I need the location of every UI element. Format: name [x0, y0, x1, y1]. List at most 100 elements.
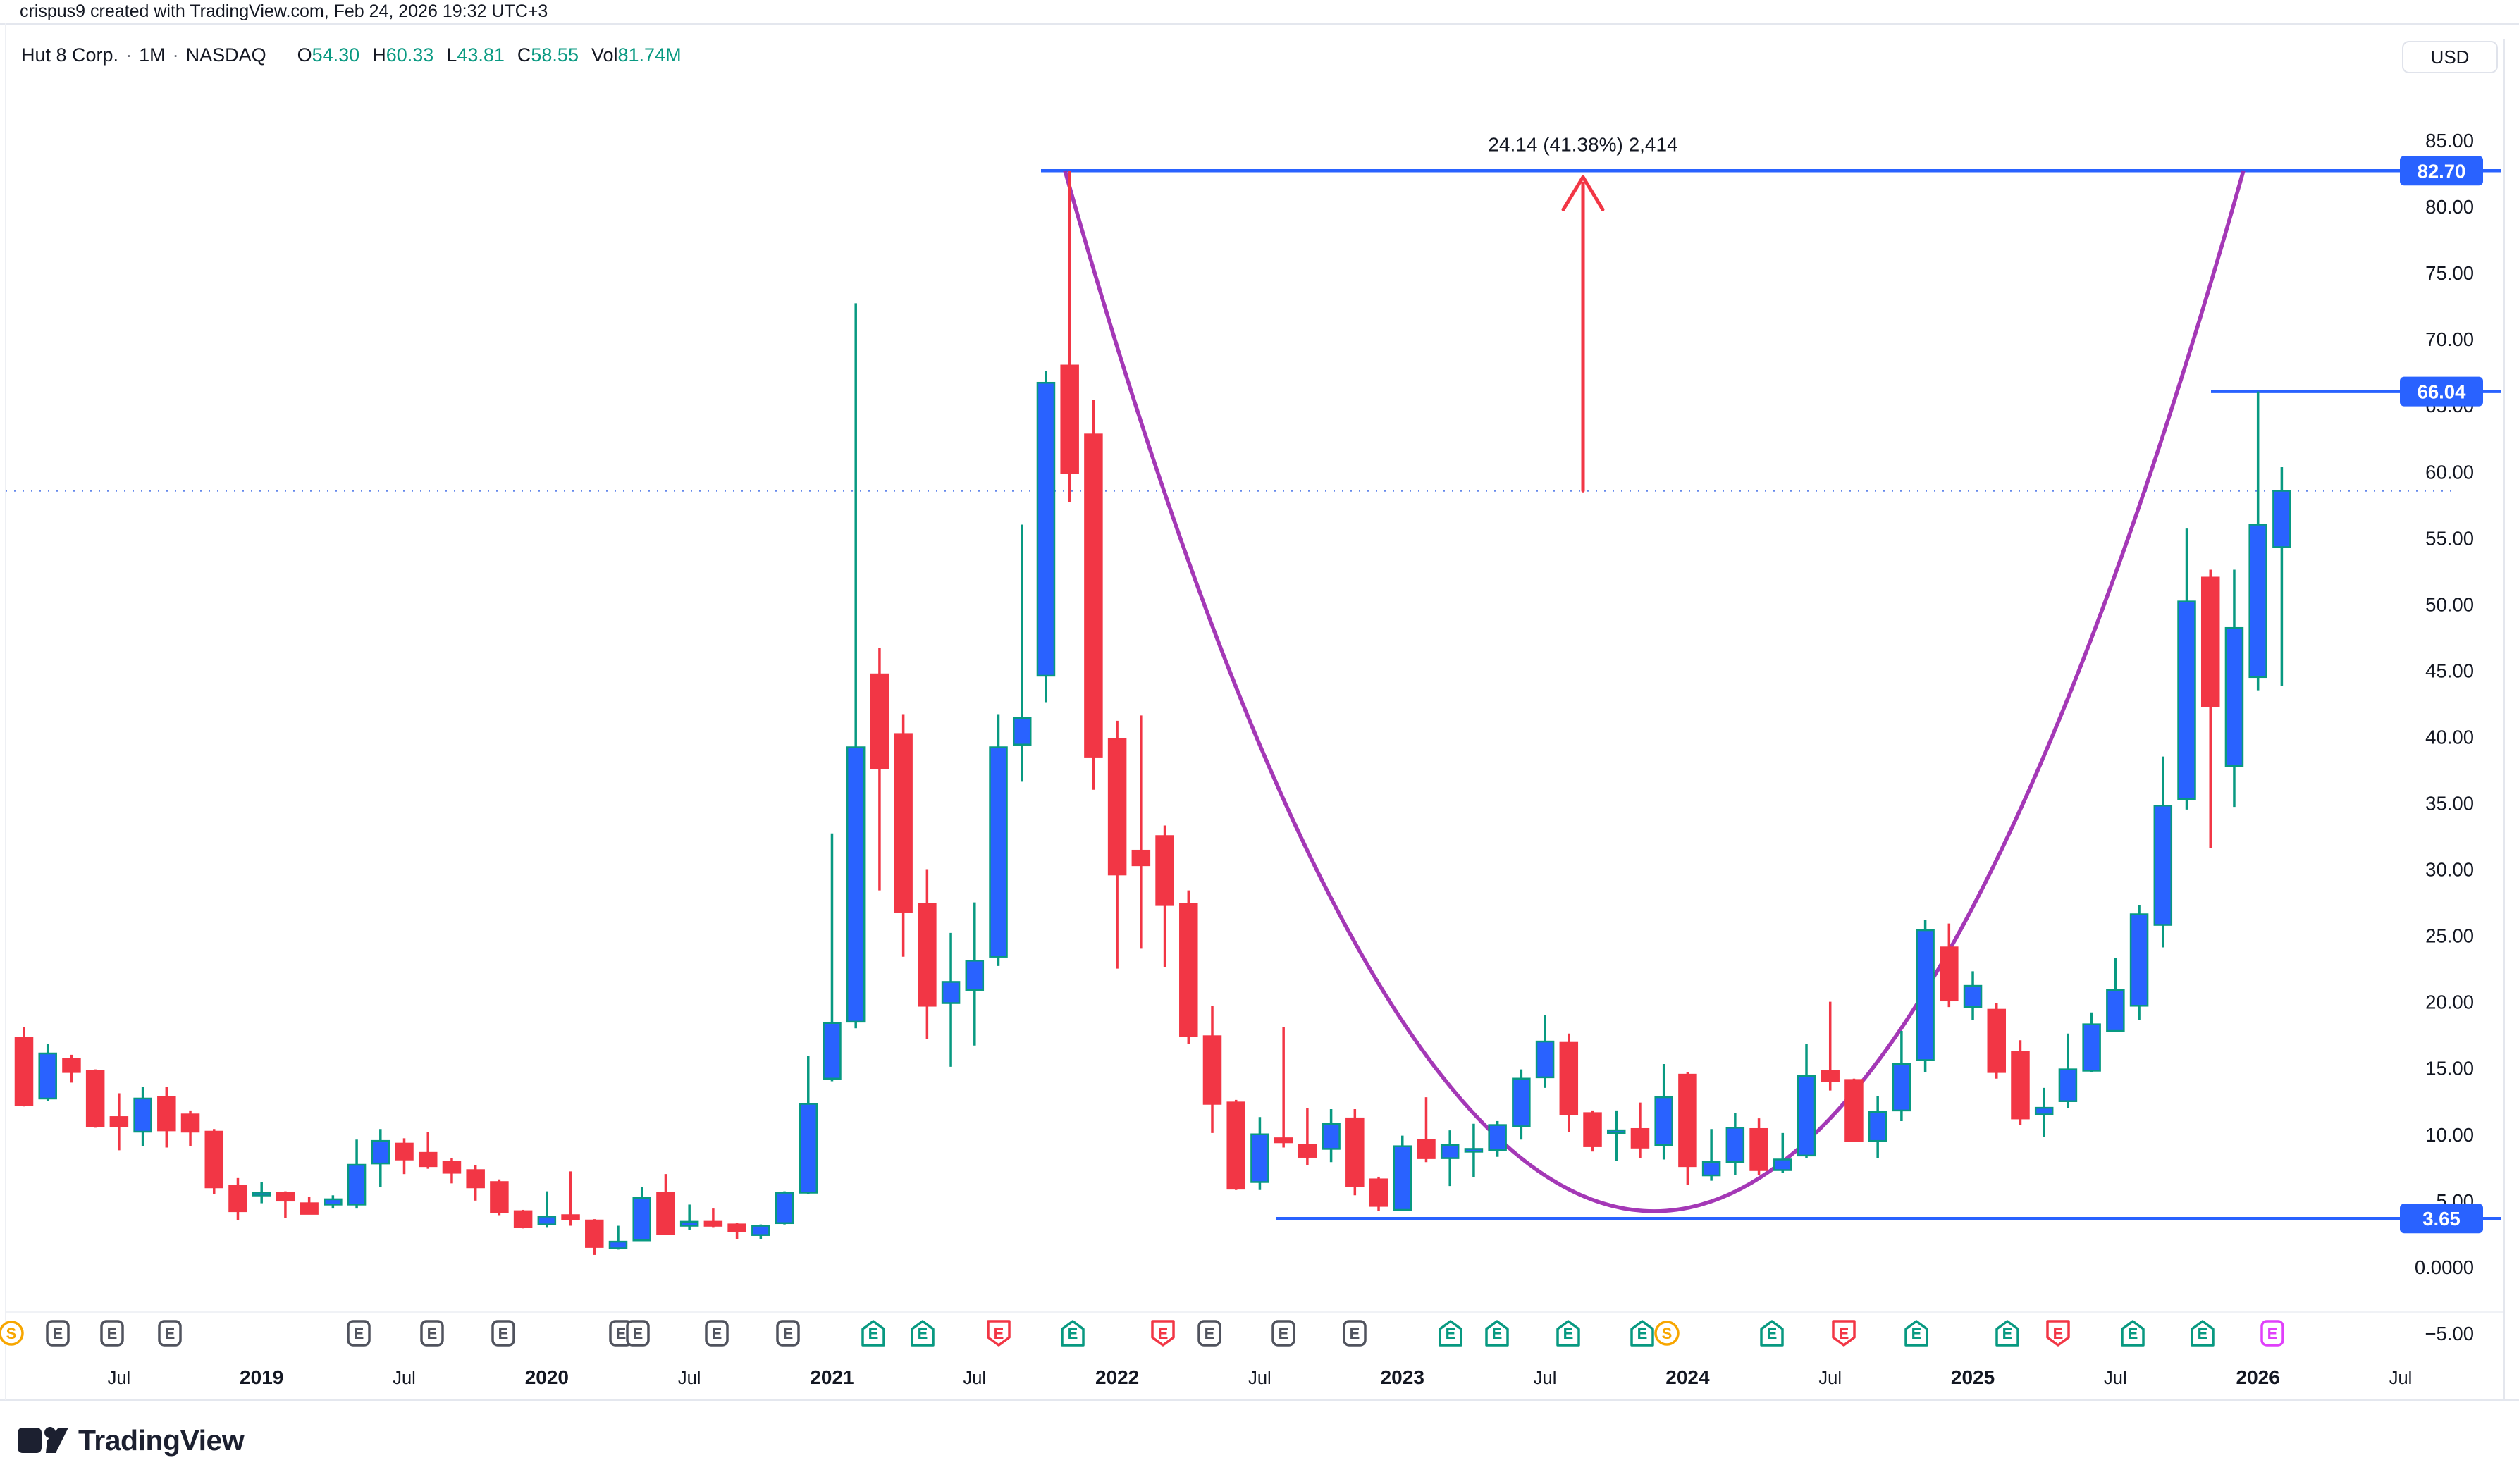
level-badge-text: 82.70	[2418, 160, 2466, 182]
top-divider	[0, 23, 2519, 25]
badge-shape	[705, 1320, 729, 1347]
badge-shape	[626, 1320, 650, 1347]
badge-letter: E	[165, 1325, 175, 1342]
price-tick-−5.00: −5.00	[2425, 1323, 2474, 1344]
candle-body-2023-07	[1535, 1040, 1555, 1079]
ohlc-value: 81.74M	[617, 44, 682, 66]
candles-layer[interactable]	[14, 171, 2291, 1255]
candle-body-2024-07	[1821, 1070, 1840, 1082]
time-label-Jul: Jul	[1248, 1368, 1271, 1388]
tradingview-logo[interactable]: TradingView	[18, 1424, 245, 1457]
price-tick-55.00: 55.00	[2425, 527, 2474, 549]
symbol-header[interactable]: Hut 8 Corp. · 1M · NASDAQ O54.30 H60.33 L43.81 C…	[21, 39, 682, 71]
badge-letter: E	[53, 1325, 63, 1342]
separator-dot: ·	[172, 44, 179, 66]
price-tick-25.00: 25.00	[2425, 925, 2474, 947]
ohlc-label: O	[297, 44, 312, 66]
badge-shape	[1197, 1320, 1221, 1347]
earnings-badge-gray[interactable]: E	[347, 1320, 371, 1347]
earnings-badge-teal[interactable]: E	[1995, 1320, 2019, 1347]
earnings-badge-gray[interactable]: E	[420, 1320, 444, 1347]
currency-button[interactable]: USD	[2402, 41, 2498, 73]
level-price-badge-66.04[interactable]: 66.04	[2400, 376, 2483, 407]
candle-body-2022-08	[1274, 1137, 1293, 1144]
price-tick-60.00: 60.00	[2425, 461, 2474, 483]
badge-letter: S	[1662, 1325, 1673, 1342]
candle-body-2018-11	[204, 1130, 224, 1189]
price-tick-0.0000: 0.0000	[2415, 1256, 2474, 1278]
candle-body-2024-04	[1749, 1127, 1768, 1171]
earnings-badge-teal[interactable]: E	[911, 1320, 935, 1347]
earnings-badge-gray[interactable]: E	[1343, 1320, 1367, 1347]
earnings-badge-teal[interactable]: E	[1439, 1320, 1462, 1347]
earnings-badge-teal[interactable]: E	[1061, 1320, 1085, 1347]
time-label-2022: 2022	[1095, 1366, 1139, 1388]
candle-body-2019-10	[466, 1169, 485, 1189]
earnings-badge-teal[interactable]: E	[1760, 1320, 1784, 1347]
badge-letter: E	[783, 1325, 794, 1342]
badge-letter: E	[712, 1325, 722, 1342]
earnings-badge-gray[interactable]: E	[1197, 1320, 1221, 1347]
badge-letter: E	[616, 1325, 627, 1342]
level-price-badge-3.65[interactable]: 3.65	[2400, 1204, 2483, 1234]
candle-body-2022-11	[1345, 1117, 1365, 1187]
candle-body-2019-05	[347, 1163, 367, 1206]
earnings-badge-teal[interactable]: E	[1630, 1320, 1654, 1347]
candle-body-2019-07	[395, 1142, 414, 1161]
earnings-badge-gray[interactable]: E	[776, 1320, 800, 1347]
split-badge-orange[interactable]: S	[0, 1321, 24, 1346]
earnings-badge-gray[interactable]: E	[491, 1320, 515, 1347]
badge-shape	[1556, 1320, 1580, 1347]
candle-body-2024-09	[1868, 1111, 1887, 1142]
badge-letter: E	[2267, 1325, 2278, 1342]
candle-body-2022-02	[1131, 849, 1151, 867]
earnings-badge-teal[interactable]: E	[2121, 1320, 2145, 1347]
price-axis[interactable]: 85.0080.0075.0070.0065.0060.0055.0050.00…	[2415, 130, 2474, 1344]
time-label-Jul: Jul	[2104, 1368, 2127, 1388]
earnings-badge-gray[interactable]: E	[100, 1320, 124, 1347]
badge-shape	[1760, 1320, 1784, 1347]
earnings-badge-gray[interactable]: E	[705, 1320, 729, 1347]
candle-body-2020-12	[799, 1103, 818, 1194]
earnings-badge-magenta[interactable]: E	[2260, 1320, 2284, 1347]
parabola-drawing[interactable]	[1063, 170, 2246, 1213]
badge-letter: E	[2053, 1325, 2064, 1342]
earnings-badge-teal[interactable]: E	[1904, 1320, 1928, 1347]
level-lines[interactable]	[1041, 169, 2501, 1220]
candle-body-2023-04	[1464, 1148, 1484, 1153]
earnings-badge-red[interactable]: E	[1151, 1320, 1175, 1347]
earnings-badge-red[interactable]: E	[2046, 1320, 2070, 1347]
measurement-arrow[interactable]: 24.14 (41.38%) 2,414	[1488, 133, 1678, 493]
time-label-Jul: Jul	[678, 1368, 701, 1388]
earnings-badge-red[interactable]: E	[987, 1320, 1011, 1347]
badge-letter: E	[107, 1325, 118, 1342]
earnings-badge-gray[interactable]: E	[46, 1320, 70, 1347]
time-label-Jul: Jul	[1818, 1368, 1842, 1388]
candle-body-2021-08	[989, 746, 1008, 958]
candle-body-2020-05	[632, 1197, 651, 1242]
earnings-badge-teal[interactable]: E	[2191, 1320, 2215, 1347]
candle-body-2023-01	[1393, 1145, 1412, 1211]
time-axis[interactable]: Jul 2019 Jul 2020 Jul 2021 Jul 2022 Jul 2023 Jul 20…	[108, 1366, 2413, 1388]
price-tick-30.00: 30.00	[2425, 859, 2474, 881]
earnings-badge-gray[interactable]: E	[1271, 1320, 1295, 1347]
level-price-badge-82.70[interactable]: 82.70	[2400, 156, 2483, 186]
earnings-badge-teal[interactable]: E	[861, 1320, 885, 1347]
earnings-badge-teal[interactable]: E	[1485, 1320, 1509, 1347]
candle-body-2020-03	[585, 1219, 604, 1248]
earnings-badge-teal[interactable]: E	[1556, 1320, 1580, 1347]
earnings-badge-gray[interactable]: E	[626, 1320, 650, 1347]
badge-shape	[1832, 1320, 1856, 1347]
price-tick-80.00: 80.00	[2425, 196, 2474, 218]
badge-shape	[1343, 1320, 1367, 1347]
split-badge-orange[interactable]: S	[1654, 1321, 1680, 1346]
earnings-badge-red[interactable]: E	[1832, 1320, 1856, 1347]
badge-letter: E	[2128, 1325, 2138, 1342]
candle-body-2024-10	[1892, 1063, 1911, 1112]
ohlc-label: C	[517, 44, 531, 66]
candle-body-2023-05	[1488, 1124, 1507, 1151]
candle-body-2020-04	[608, 1240, 628, 1249]
earnings-badge-gray[interactable]: E	[158, 1320, 182, 1347]
